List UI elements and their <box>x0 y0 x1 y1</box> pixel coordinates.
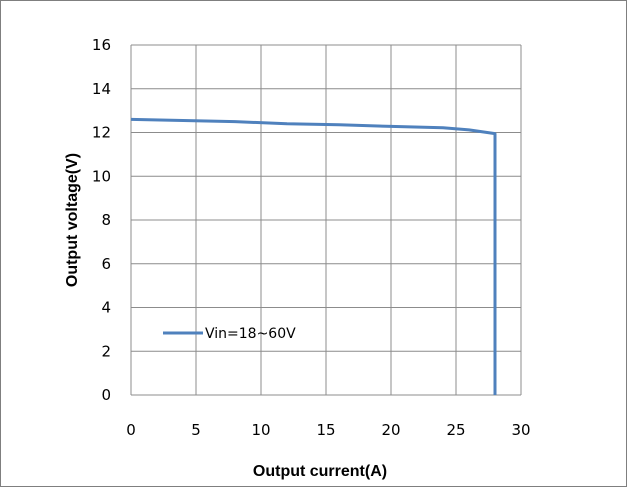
y-tick-label: 8 <box>101 211 111 229</box>
x-tick-label: 25 <box>446 421 465 439</box>
gridlines <box>130 44 522 396</box>
x-tick-label: 0 <box>126 421 136 439</box>
y-axis-title: Output voltage(V) <box>64 153 81 287</box>
y-tick-label: 2 <box>101 342 111 360</box>
series-lines <box>130 117 497 395</box>
x-tick-label: 10 <box>251 421 270 439</box>
x-tick-label: 20 <box>381 421 400 439</box>
x-axis-title: Output current(A) <box>253 463 387 480</box>
x-tick-labels: 0 5 10 15 20 25 30 <box>126 421 530 439</box>
series-line <box>130 117 497 395</box>
x-tick-label: 30 <box>511 421 530 439</box>
x-tick-label: 15 <box>316 421 335 439</box>
legend: Vin=18~60V <box>163 326 296 342</box>
y-tick-label: 14 <box>92 80 111 98</box>
legend-label: Vin=18~60V <box>205 326 296 342</box>
y-tick-label: 4 <box>101 299 111 317</box>
y-tick-label: 6 <box>101 255 111 273</box>
y-tick-label: 12 <box>92 124 111 142</box>
y-tick-label: 16 <box>92 36 111 54</box>
y-tick-label: 0 <box>101 386 111 404</box>
y-tick-labels: 0 2 4 6 8 10 12 14 16 <box>92 36 111 404</box>
x-tick-label: 5 <box>191 421 201 439</box>
y-tick-label: 10 <box>92 167 111 185</box>
